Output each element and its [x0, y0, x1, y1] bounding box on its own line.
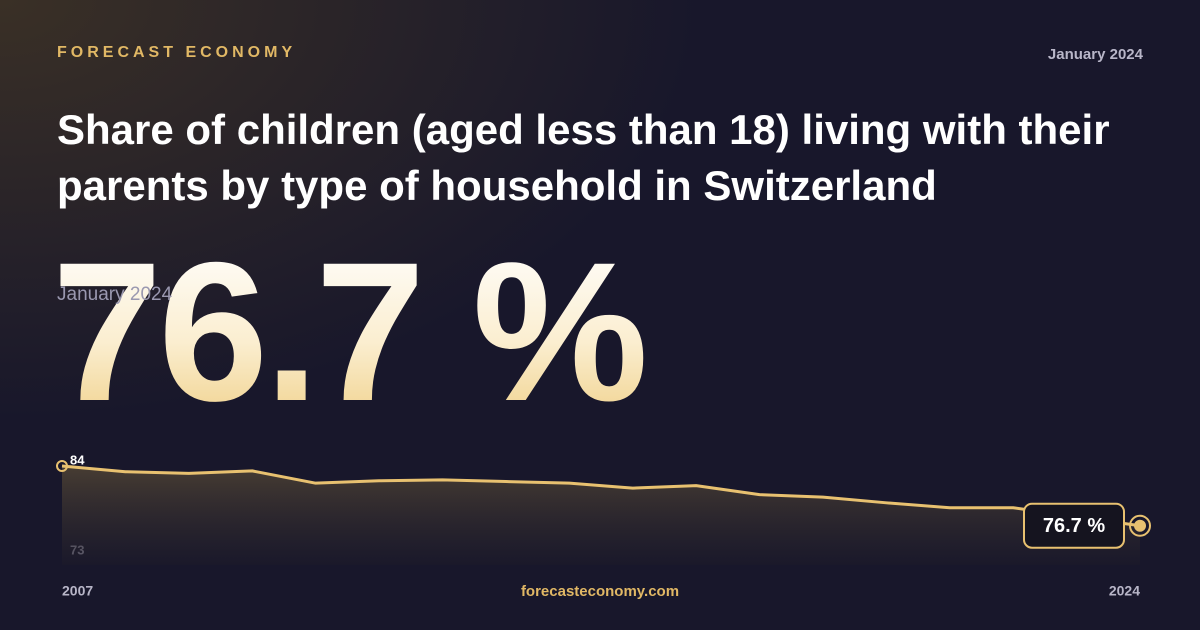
x-tick-label: 2007 — [62, 583, 93, 599]
headline: 76.7 % — [52, 221, 648, 442]
value-label-box — [1023, 502, 1125, 549]
end-marker — [1134, 519, 1146, 532]
x-tick-label: 2024 — [1109, 583, 1140, 599]
end-marker-ring — [1129, 514, 1151, 537]
area — [62, 466, 1140, 565]
value-label: 76.7 % — [1043, 515, 1105, 537]
headline-date: January 2024 — [57, 284, 173, 305]
y-tick-label: 84 — [70, 452, 85, 467]
brand: FORECAST ECONOMY — [57, 44, 297, 61]
line — [61, 464, 1141, 528]
date: January 2024 — [1047, 46, 1143, 63]
start-marker — [56, 460, 68, 472]
site: forecasteconomy.com — [520, 583, 680, 600]
chart-title: Share of children (aged less than 18) li… — [57, 106, 1110, 209]
